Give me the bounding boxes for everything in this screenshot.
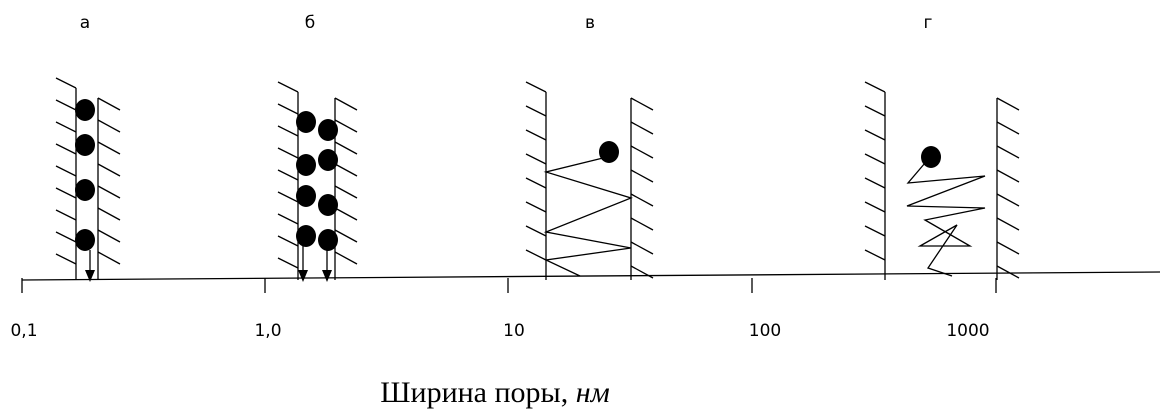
- molecule: [318, 149, 338, 171]
- molecule: [75, 134, 95, 156]
- hatch: [997, 146, 1019, 158]
- hatch: [865, 82, 885, 92]
- hatch: [56, 232, 76, 242]
- hatch: [335, 164, 357, 176]
- hatch: [278, 214, 298, 224]
- hatch: [335, 186, 357, 198]
- hatch: [865, 226, 885, 236]
- hatch: [278, 82, 298, 92]
- molecule: [296, 225, 316, 247]
- hatch: [526, 106, 546, 116]
- hatch: [56, 144, 76, 154]
- panel-label: б: [305, 13, 315, 33]
- hatch: [56, 210, 76, 220]
- hatch: [335, 252, 357, 264]
- hatch: [335, 120, 357, 132]
- hatch: [526, 178, 546, 188]
- hatch: [278, 170, 298, 180]
- hatch: [526, 226, 546, 236]
- hatch: [631, 194, 653, 206]
- tick-label: 1,0: [254, 321, 281, 341]
- tick-label: 1000: [946, 321, 989, 341]
- hatch: [98, 98, 120, 110]
- arrow-head: [298, 270, 308, 282]
- hatch: [526, 250, 546, 260]
- hatch: [865, 250, 885, 260]
- hatch: [98, 252, 120, 264]
- hatch: [865, 202, 885, 212]
- hatch: [997, 194, 1019, 206]
- hatch: [278, 236, 298, 246]
- molecule: [75, 179, 95, 201]
- tick-label: 10: [503, 321, 525, 341]
- hatch: [526, 154, 546, 164]
- hatch: [335, 98, 357, 110]
- tick-label: 0,1: [10, 321, 37, 341]
- hatch: [631, 122, 653, 134]
- hatch: [56, 254, 76, 264]
- molecule: [75, 99, 95, 121]
- panel-label: а: [80, 13, 90, 33]
- hatch: [278, 126, 298, 136]
- hatch: [865, 106, 885, 116]
- hatch: [56, 122, 76, 132]
- panel-label: г: [924, 13, 933, 33]
- hatch: [278, 192, 298, 202]
- hatch: [631, 242, 653, 254]
- hatch: [997, 266, 1019, 278]
- trajectory: [546, 158, 631, 276]
- hatch: [278, 148, 298, 158]
- hatch: [56, 78, 76, 88]
- hatch: [98, 230, 120, 242]
- diagram: а б в г 0,1 1,0 10 100 1000 Ширина поры,…: [0, 0, 1167, 416]
- hatch: [997, 98, 1019, 110]
- hatch: [98, 208, 120, 220]
- axis-title: Ширина поры, нм: [380, 376, 610, 409]
- hatch: [98, 142, 120, 154]
- molecule: [318, 194, 338, 216]
- hatch: [631, 170, 653, 182]
- tick-label: 100: [749, 321, 781, 341]
- hatch: [56, 188, 76, 198]
- hatch: [98, 120, 120, 132]
- hatch: [631, 98, 653, 110]
- molecule: [296, 111, 316, 133]
- panel-label: в: [585, 13, 595, 33]
- hatch: [98, 186, 120, 198]
- hatch: [526, 130, 546, 140]
- molecule: [318, 119, 338, 141]
- hatch: [997, 122, 1019, 134]
- hatch: [997, 242, 1019, 254]
- axis-title-text: Ширина поры,: [380, 376, 575, 409]
- trajectory: [907, 163, 985, 276]
- hatch: [56, 166, 76, 176]
- hatch: [98, 164, 120, 176]
- hatch: [335, 142, 357, 154]
- arrow-head: [85, 270, 95, 282]
- hatch: [335, 208, 357, 220]
- axis-line: [22, 272, 1160, 280]
- molecule: [75, 229, 95, 251]
- hatch: [526, 202, 546, 212]
- hatch: [335, 230, 357, 242]
- molecule: [599, 141, 619, 163]
- hatch: [997, 218, 1019, 230]
- hatch: [526, 82, 546, 92]
- axis-unit: нм: [576, 376, 610, 409]
- molecule: [296, 185, 316, 207]
- hatch: [56, 100, 76, 110]
- molecule: [296, 154, 316, 176]
- hatch: [865, 130, 885, 140]
- hatch: [865, 178, 885, 188]
- hatch: [865, 154, 885, 164]
- hatch: [278, 104, 298, 114]
- hatch: [278, 258, 298, 268]
- hatch: [631, 146, 653, 158]
- hatch: [997, 170, 1019, 182]
- arrow-head: [322, 270, 332, 282]
- molecule: [318, 229, 338, 251]
- hatch: [631, 218, 653, 230]
